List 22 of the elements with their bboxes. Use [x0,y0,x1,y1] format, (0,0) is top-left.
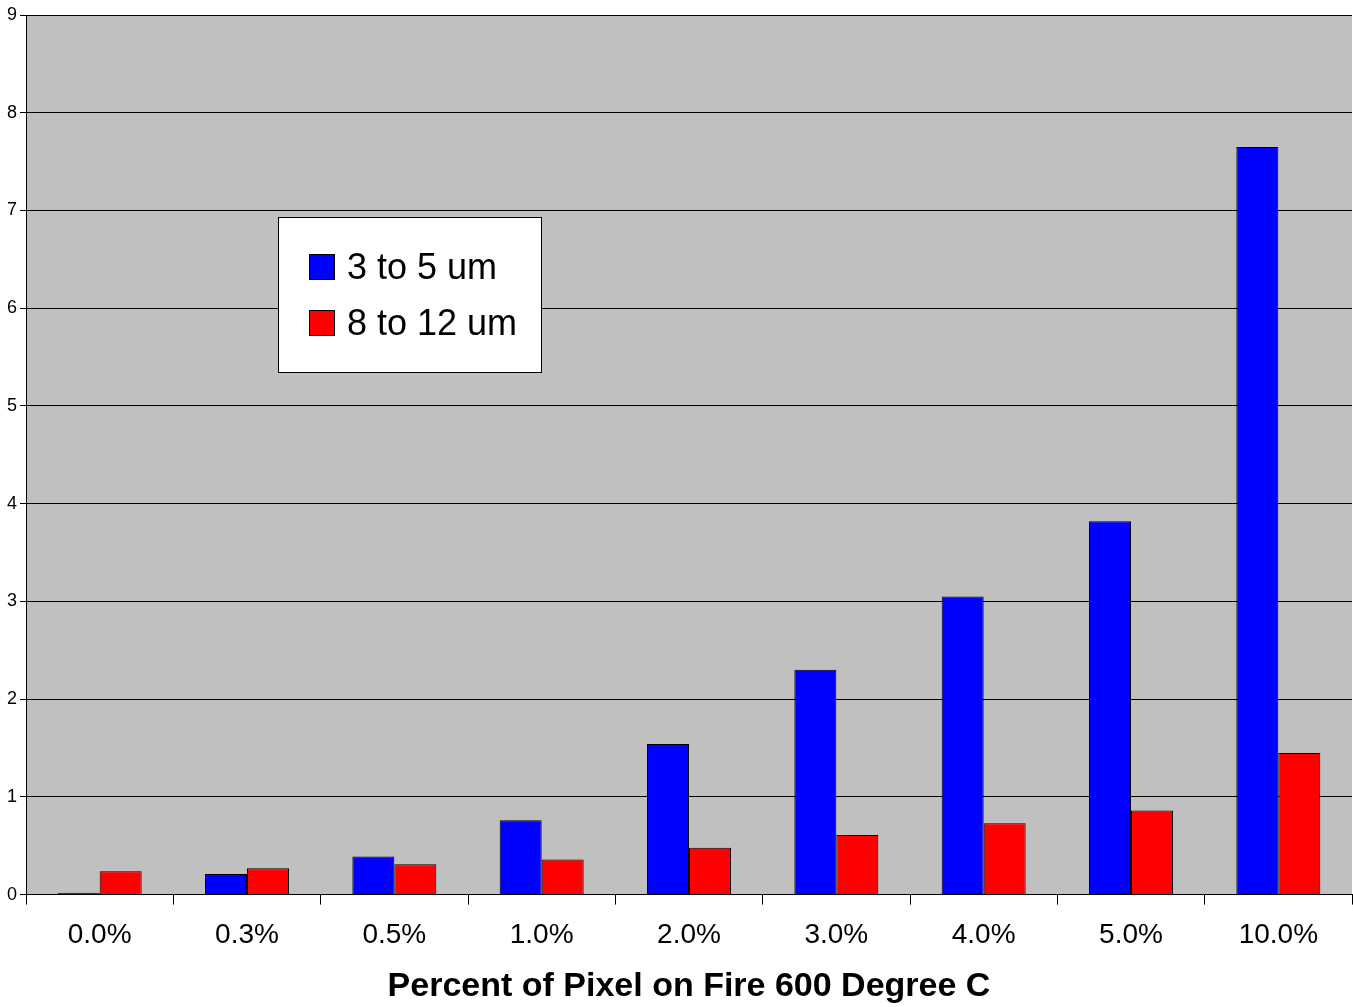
y-tick-label: 3 [7,590,18,611]
x-axis-title: Percent of Pixel on Fire 600 Degree C [387,964,991,1003]
y-tick-label: 1 [7,785,18,806]
y-tick-label: 0 [7,883,18,904]
x-tick-label: 0.0% [67,918,132,950]
y-tick-label: 9 [7,3,18,24]
y-tick-label: 2 [7,688,18,709]
x-tick-label: 4.0% [951,918,1016,950]
legend-label: 8 to 12 um [346,302,518,345]
y-tick-label: 7 [7,199,18,220]
x-tick-label: 0.3% [215,918,279,950]
y-tick-label: 5 [7,394,18,415]
y-tick-label: 4 [7,492,18,513]
x-tick-label: 3.0% [804,918,869,950]
y-tick-label: 6 [7,297,18,318]
x-tick-label: 10.0% [1238,918,1319,950]
legend-label: 3 to 5 um [346,246,498,289]
x-tick-label: 1.0% [509,918,574,950]
x-tick-label: 2.0% [657,918,721,950]
y-tick-label: 8 [7,101,18,122]
x-tick-label: 0.5% [362,918,427,950]
x-tick-label: 5.0% [1099,918,1163,950]
